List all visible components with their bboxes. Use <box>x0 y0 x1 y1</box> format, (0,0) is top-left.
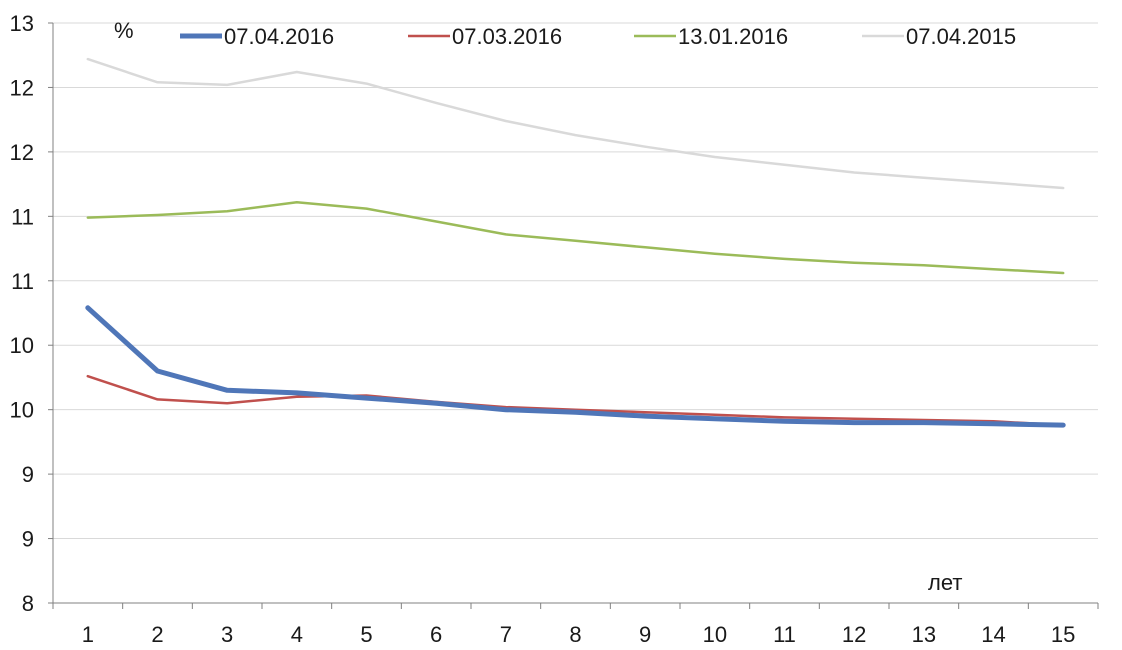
legend: 07.04.2016 07.03.2016 13.01.2016 07.04.2015 <box>180 24 1016 49</box>
x-tick-label: 3 <box>221 622 233 647</box>
y-tick-label: 9 <box>22 462 34 487</box>
y-tick-label: 13 <box>10 11 34 36</box>
x-tick-label: 1 <box>82 622 94 647</box>
axes <box>48 22 1099 609</box>
y-tick-label: 8 <box>22 591 34 616</box>
series-line <box>85 305 1066 428</box>
x-tick-label: 12 <box>842 622 866 647</box>
x-tick-label: 9 <box>639 622 651 647</box>
x-tick-label: 4 <box>291 622 303 647</box>
legend-label: 07.03.2016 <box>452 24 562 49</box>
y-axis-tick-labels: 8 9 9 10 10 11 11 12 12 13 <box>10 11 34 616</box>
series-line <box>86 57 1065 190</box>
y-tick-label: 10 <box>10 333 34 358</box>
legend-label: 07.04.2015 <box>906 24 1016 49</box>
y-tick-label: 11 <box>11 269 34 294</box>
x-tick-label: 6 <box>430 622 442 647</box>
gridlines <box>53 22 1098 540</box>
x-tick-label: 5 <box>360 622 372 647</box>
x-tick-label: 11 <box>773 622 796 647</box>
y-tick-label: 12 <box>10 140 34 165</box>
x-unit-label: лет <box>928 570 962 595</box>
series-line <box>86 200 1065 275</box>
y-tick-label: 10 <box>10 398 34 423</box>
x-tick-label: 10 <box>703 622 727 647</box>
legend-label: 07.04.2016 <box>224 24 334 49</box>
x-tick-label: 14 <box>981 622 1005 647</box>
x-tick-label: 8 <box>569 622 581 647</box>
series-lines <box>85 57 1066 428</box>
y-unit-label: % <box>114 18 134 43</box>
series-line <box>86 374 1065 427</box>
y-tick-label: 12 <box>10 75 34 100</box>
x-tick-label: 13 <box>912 622 936 647</box>
x-axis-tick-labels: 1 2 3 4 5 6 7 8 9 10 11 12 13 14 15 <box>82 622 1076 647</box>
y-tick-label: 11 <box>11 204 34 229</box>
y-tick-label: 9 <box>22 527 34 552</box>
legend-label: 13.01.2016 <box>678 24 788 49</box>
x-tick-label: 15 <box>1051 622 1075 647</box>
x-tick-label: 2 <box>151 622 163 647</box>
x-tick-label: 7 <box>500 622 512 647</box>
